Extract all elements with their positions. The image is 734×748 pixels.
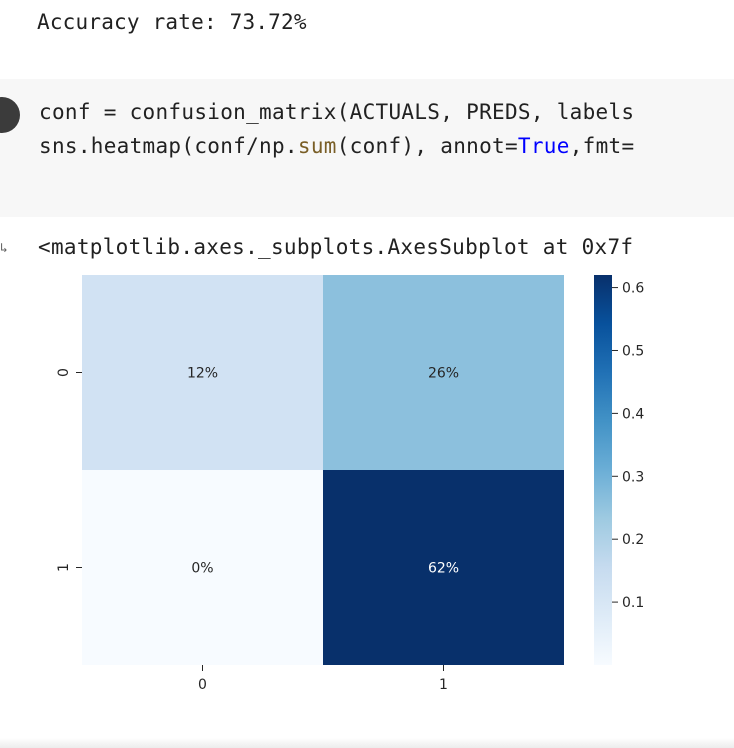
colorbar-tick-label: 0.1 [622,595,644,611]
output-arrow-icon: ↳ [0,241,8,256]
code-token: ,fmt= [569,134,635,158]
code-token-keyword: True [517,134,570,158]
x-tick-label: 1 [439,677,448,693]
code-line-1[interactable]: conf = confusion_matrix(ACTUALS, PREDS, … [39,100,635,124]
heatmap-cell [82,275,323,470]
cell-annotation: 12% [187,366,218,382]
code-token: sns.heatmap(conf/np. [39,134,298,158]
y-tick-label: 0 [56,368,72,377]
colorbar-tick-label: 0.2 [622,532,644,548]
cell-annotation: 0% [191,561,213,577]
confusion-heatmap: 12% 26% 0% 62% 0 1 0 1 0.1 0.2 0.3 0.4 0.5 0.6 [56,275,644,693]
colorbar-tick-label: 0.3 [622,469,644,485]
stdout-accuracy-line: Accuracy rate: 73.72% [37,10,307,34]
run-cell-button[interactable] [0,97,20,133]
code-line-2[interactable]: sns.heatmap(conf/np.sum(conf), annot=Tru… [39,134,634,158]
cell-annotation: 62% [428,561,459,577]
colorbar-tick-label: 0.6 [622,281,644,297]
output-repr: <matplotlib.axes._subplots.AxesSubplot a… [38,235,634,259]
y-tick-label: 1 [56,563,72,572]
colorbar-tick-label: 0.4 [622,406,644,422]
cell-bottom-divider [0,738,734,748]
heatmap-cell [323,275,564,470]
colorbar [594,275,612,665]
x-tick-label: 0 [198,677,207,693]
cell-annotation: 26% [428,366,459,382]
heatmap-cell [82,470,323,665]
colorbar-tick-label: 0.5 [622,343,644,359]
code-token: (conf), annot= [336,134,518,158]
heatmap-cell [323,470,564,665]
code-cell[interactable] [0,79,734,217]
code-token-builtin: sum [297,134,337,158]
